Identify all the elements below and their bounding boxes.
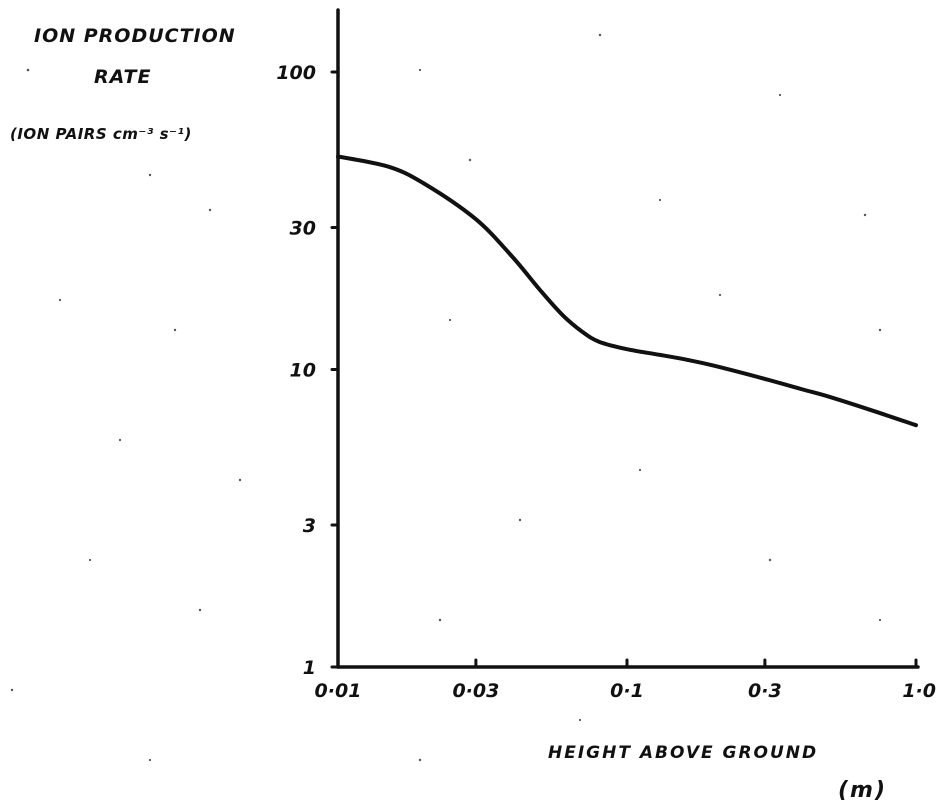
y-axis-units: (ION PAIRS cm⁻³ s⁻¹) — [10, 125, 192, 143]
y-tick-label: 3 — [303, 515, 316, 537]
y-tick-label: 30 — [290, 218, 316, 240]
data-series — [336, 154, 918, 428]
paper-specks — [10, 33, 882, 762]
x-tick-label: 0·03 — [452, 680, 499, 702]
y-tick-label: 1 — [303, 657, 316, 679]
x-tick-label: 0·1 — [610, 680, 644, 702]
x-tick-label: 1·0 — [902, 680, 936, 702]
y-axis-title-line-2: RATE — [94, 66, 151, 88]
x-axis-title-line-2: (m) — [838, 778, 887, 803]
axes — [336, 8, 920, 669]
x-tick-label: 0·3 — [748, 680, 782, 702]
y-axis-title-line-1: ION PRODUCTION — [34, 25, 236, 47]
y-tick-label: 100 — [276, 62, 316, 84]
y-axis-ticks: 1 3 10 30 100 — [276, 62, 340, 679]
x-axis-title: HEIGHT ABOVE GROUND (m) — [548, 743, 887, 803]
y-axis-title: ION PRODUCTION RATE (ION PAIRS cm⁻³ s⁻¹) — [10, 25, 236, 143]
series-line — [336, 154, 918, 428]
x-axis-ticks: 0·01 0·03 0·1 0·3 1·0 — [315, 658, 936, 702]
x-tick-label: 0·01 — [315, 680, 362, 702]
y-tick-label: 10 — [290, 360, 316, 382]
x-axis-title-line-1: HEIGHT ABOVE GROUND — [548, 743, 818, 763]
